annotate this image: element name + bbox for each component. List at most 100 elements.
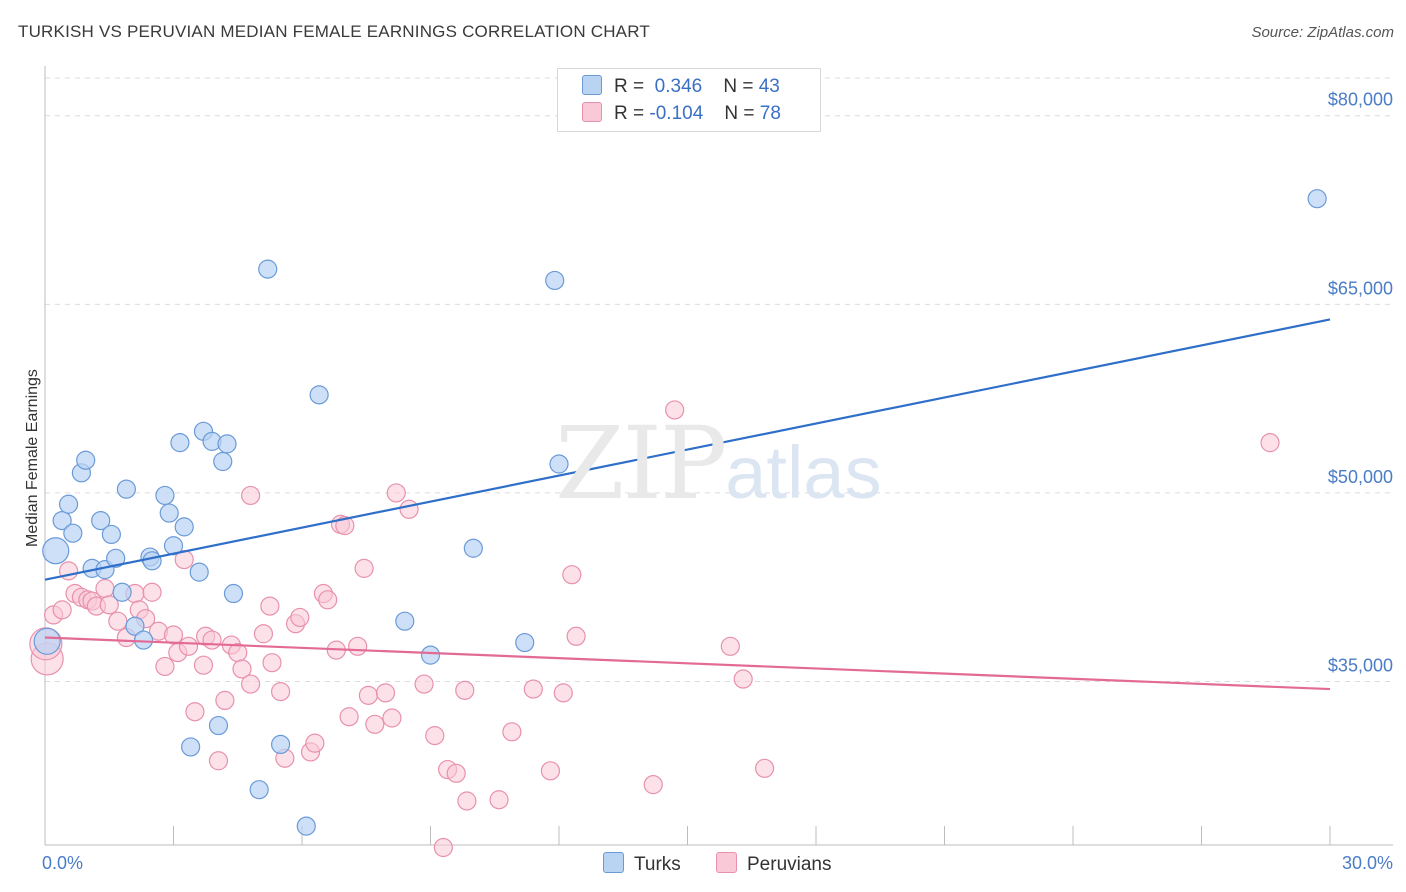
x-tick-labels: 0.0% 30.0% — [42, 853, 1393, 873]
watermark-zip: ZIP — [555, 405, 727, 522]
turks-point — [116, 479, 136, 499]
turks-point — [549, 454, 569, 474]
peruvians-point — [1260, 433, 1280, 453]
turks-point — [133, 630, 154, 650]
turks-point — [1307, 189, 1327, 209]
peruvians-point — [52, 600, 72, 620]
peruvians-point — [382, 708, 402, 728]
peruvians-point — [489, 790, 509, 810]
peruvians-point — [502, 722, 522, 742]
peruvians-point — [566, 626, 586, 646]
turks-point — [33, 627, 61, 655]
peruvians-point — [358, 685, 378, 705]
peruvians-point — [99, 595, 119, 615]
peruvians-r-value: -0.104 — [649, 103, 704, 124]
peruvians-point — [446, 763, 466, 783]
turks-point — [463, 538, 483, 558]
peruvians-point — [365, 714, 385, 734]
gridlines — [45, 77, 1393, 683]
turks-point — [545, 270, 565, 291]
turks-point — [58, 494, 79, 514]
turks-points — [33, 189, 1327, 836]
peruvians-point — [339, 707, 359, 727]
turks-point — [217, 434, 237, 454]
y-tick-label-1: $50,000 — [1328, 467, 1393, 487]
peruvians-point — [335, 516, 355, 536]
peruvians-point — [193, 655, 214, 675]
peruvians-point — [305, 733, 325, 753]
turks-trend-line — [44, 318, 1331, 581]
turks-point — [296, 816, 316, 836]
chart-title: TURKISH VS PERUVIAN MEDIAN FEMALE EARNIN… — [18, 22, 650, 41]
correlation-legend: R = 0.346 N = 43 R = -0.104 N = 78 — [557, 68, 821, 132]
peruvians-point — [457, 791, 477, 811]
turks-point — [159, 503, 179, 523]
peruvians-point — [260, 596, 280, 616]
turks-point — [258, 259, 278, 279]
turks-point — [106, 548, 126, 568]
peruvians-point — [562, 565, 582, 585]
peruvians-point — [232, 659, 252, 679]
peruvians-point — [399, 499, 419, 519]
turks-n-value: 43 — [758, 76, 780, 97]
peruvians-point — [208, 751, 229, 771]
y-tick-labels: $35,000 $50,000 $65,000 $80,000 — [1328, 90, 1393, 676]
bottom-peruvians-swatch — [716, 852, 737, 873]
peruvians-point — [215, 690, 235, 711]
turks-point — [420, 645, 441, 665]
peruvians-point — [540, 761, 561, 781]
peruvians-point — [142, 582, 162, 602]
peruvians-point — [318, 590, 338, 610]
peruvians-r-label: R = — [614, 103, 645, 124]
turks-point — [101, 524, 121, 545]
peruvians-point — [375, 683, 396, 703]
turks-point — [189, 562, 209, 582]
peruvians-point — [354, 558, 374, 578]
turks-swatch — [582, 75, 602, 95]
peruvians-point — [433, 837, 453, 858]
peruvians-n-value: 78 — [759, 103, 781, 124]
x-tick-label-1: 30.0% — [1342, 853, 1393, 873]
peruvians-n-label: N = — [724, 103, 755, 124]
bottom-turks-label: Turks — [634, 854, 681, 875]
axes — [44, 66, 1393, 846]
turks-point — [76, 450, 96, 470]
peruvians-point — [455, 680, 475, 700]
legend-row-turks: R = 0.346 N = 43 — [582, 75, 780, 99]
peruvians-point — [241, 485, 261, 506]
peruvians-point — [185, 702, 205, 722]
peruvians-points — [29, 400, 1280, 858]
turks-point — [52, 510, 72, 531]
turks-point — [174, 517, 194, 537]
peruvians-point — [665, 400, 685, 420]
trend-lines — [44, 318, 1331, 691]
peruvians-point — [523, 679, 543, 699]
bottom-turks-swatch — [603, 852, 624, 873]
y-tick-label-2: $65,000 — [1328, 278, 1393, 298]
turks-point — [91, 510, 111, 531]
watermark-atlas: atlas — [725, 431, 882, 514]
peruvians-point — [178, 636, 199, 656]
turks-point — [515, 632, 535, 653]
peruvians-point — [290, 607, 310, 628]
peruvians-trend-line — [44, 636, 1331, 691]
turks-point — [181, 737, 201, 757]
watermark: ZIPatlas — [555, 405, 882, 522]
peruvians-point — [553, 683, 573, 703]
turks-point — [170, 433, 190, 453]
turks-point — [142, 551, 162, 571]
legend-row-peruvians: R = -0.104 N = 78 — [582, 102, 781, 126]
turks-n-label: N = — [723, 76, 754, 97]
peruvians-point — [386, 483, 406, 503]
turks-point — [63, 523, 83, 543]
source-credit: Source: ZipAtlas.com — [1251, 24, 1394, 41]
turks-point — [309, 385, 329, 405]
turks-point — [249, 780, 269, 800]
turks-r-label: R = — [614, 76, 645, 97]
bottom-legend-peruvians: Peruvians — [716, 852, 832, 876]
peruvians-point — [270, 681, 291, 702]
turks-point — [395, 611, 415, 631]
peruvians-point — [262, 653, 282, 673]
turks-point — [208, 715, 229, 736]
peruvians-point — [425, 726, 445, 746]
